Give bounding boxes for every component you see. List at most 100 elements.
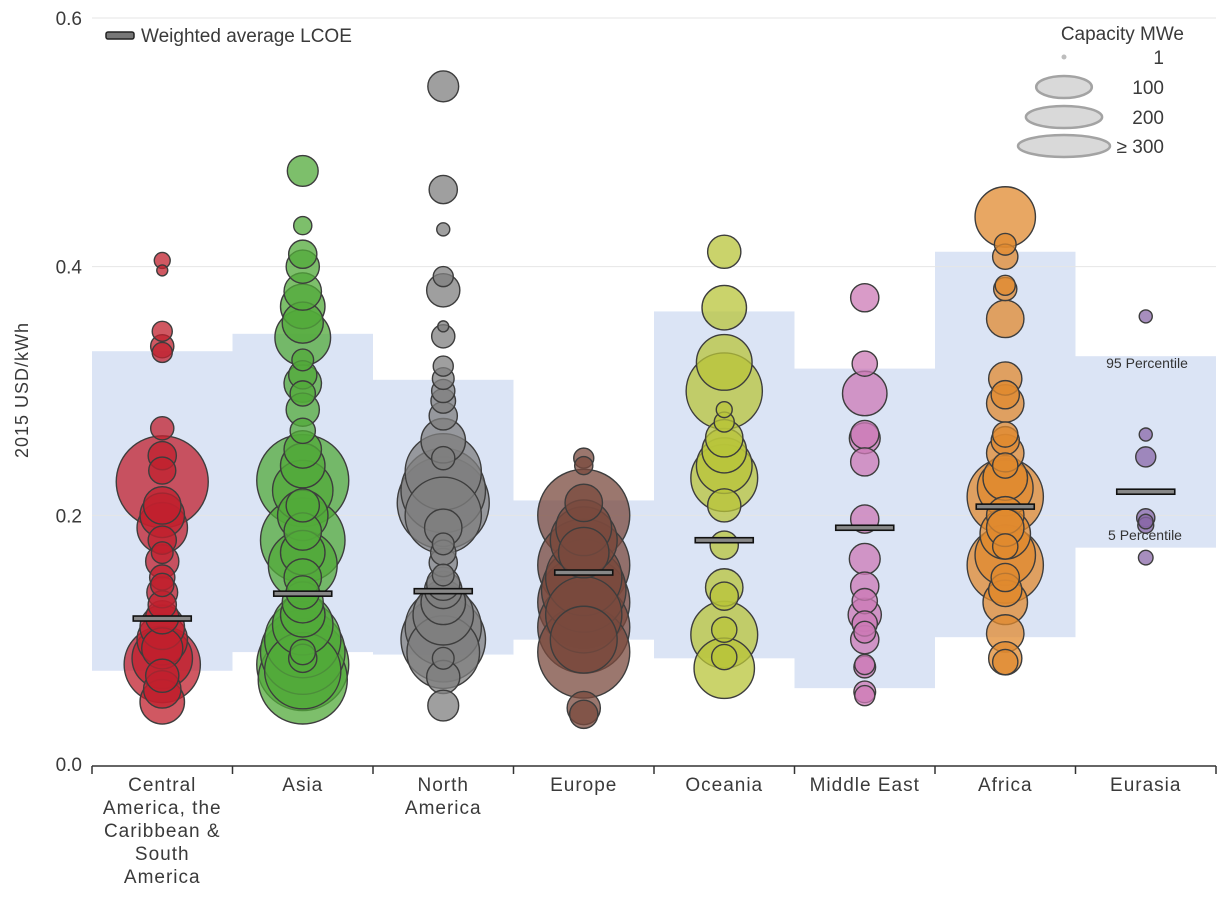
bubble-north-america xyxy=(431,563,455,587)
bubble-central-america-the-caribbean-south-america xyxy=(144,658,180,694)
bubble-eurasia xyxy=(1138,427,1153,442)
bubble-north-america xyxy=(427,70,460,103)
bubble-north-america xyxy=(436,222,451,237)
bubble-central-america-the-caribbean-south-america xyxy=(148,456,177,485)
size-legend-label: 1 xyxy=(1153,48,1164,69)
bubble-oceania xyxy=(710,643,738,671)
bubble-africa xyxy=(985,299,1025,339)
bubble-asia xyxy=(289,417,317,445)
bubble-africa xyxy=(991,648,1019,676)
weighted-average-middle-east xyxy=(834,524,895,532)
weighted-average-legend-label: Weighted average LCOE xyxy=(141,26,352,47)
bubble-north-america xyxy=(432,355,454,377)
p5-label: 5 Percentile xyxy=(1108,527,1182,543)
capacity-legend-title: Capacity MWe xyxy=(1061,24,1184,45)
bubble-eurasia xyxy=(1137,513,1154,530)
bubble-asia xyxy=(292,215,313,236)
bubble-middle-east xyxy=(853,620,877,644)
bubble-middle-east xyxy=(851,350,879,377)
y-axis-label: 2015 USD/kWh xyxy=(12,322,32,458)
bubble-middle-east xyxy=(848,542,881,575)
weighted-average-legend-swatch xyxy=(105,31,135,40)
weighted-average-north-america xyxy=(413,587,474,595)
bubble-europe xyxy=(557,526,610,579)
bubble-africa xyxy=(990,379,1021,410)
bubble-north-america xyxy=(432,265,454,288)
size-legend-bubble xyxy=(1061,54,1067,60)
x-category-label-europe: Europe xyxy=(550,775,617,796)
x-category-label-eurasia: Eurasia xyxy=(1110,775,1181,796)
bubble-africa xyxy=(991,533,1019,560)
x-category-label-central-america-the-caribbean-south-america: Caribbean & xyxy=(104,821,221,842)
bubble-north-america xyxy=(437,320,450,333)
bubble-oceania xyxy=(695,333,753,391)
x-category-label-africa: Africa xyxy=(978,775,1033,796)
weighted-average-asia xyxy=(272,590,333,597)
bubble-north-america xyxy=(428,174,459,205)
bubble-north-america xyxy=(431,532,455,556)
p95-label: 95 Percentile xyxy=(1106,355,1188,371)
bubble-middle-east xyxy=(849,419,880,450)
weighted-average-eurasia xyxy=(1115,488,1176,496)
bubble-europe xyxy=(568,699,599,730)
bubble-asia xyxy=(289,638,317,666)
bubble-europe xyxy=(549,605,618,674)
bubble-central-america-the-caribbean-south-america xyxy=(150,541,174,565)
bubble-africa xyxy=(990,562,1021,593)
x-category-label-central-america-the-caribbean-south-america: America xyxy=(124,867,201,888)
capacity-size-legend: 1 100 200 ≥ 300 xyxy=(1016,48,1164,159)
bubble-asia xyxy=(291,348,315,372)
bubble-central-america-the-caribbean-south-america xyxy=(156,264,169,277)
bubble-central-america-the-caribbean-south-america xyxy=(149,415,175,441)
bubble-oceania xyxy=(701,284,748,331)
bubble-asia xyxy=(287,239,318,270)
bubble-north-america xyxy=(427,689,460,722)
size-legend-label: ≥ 300 xyxy=(1117,137,1164,158)
bubble-eurasia xyxy=(1138,309,1153,324)
size-legend-label: 100 xyxy=(1132,78,1164,99)
weighted-average-africa xyxy=(975,503,1036,510)
bubble-central-america-the-caribbean-south-america xyxy=(149,572,175,598)
bubble-africa xyxy=(991,421,1019,448)
bubble-eurasia xyxy=(1135,446,1157,468)
bubble-africa xyxy=(994,274,1016,297)
bubble-middle-east xyxy=(851,587,879,615)
bubble-oceania xyxy=(710,616,738,644)
bubble-oceania xyxy=(709,530,740,560)
y-tick-label: 0.4 xyxy=(56,258,83,279)
bubble-central-america-the-caribbean-south-america xyxy=(142,485,182,525)
size-legend-bubble xyxy=(1016,133,1112,159)
x-category-label-central-america-the-caribbean-south-america: South xyxy=(135,844,190,865)
bubble-europe xyxy=(564,483,604,523)
bubble-middle-east xyxy=(841,370,888,417)
bubble-middle-east xyxy=(849,447,880,477)
x-category-label-middle-east: Middle East xyxy=(810,775,920,796)
x-category-label-central-america-the-caribbean-south-america: Central xyxy=(128,775,196,796)
bubble-africa xyxy=(991,452,1019,479)
bubble-oceania xyxy=(709,581,740,611)
bubble-oceania xyxy=(706,234,742,270)
bubble-middle-east xyxy=(854,653,876,676)
x-category-label-central-america-the-caribbean-south-america: America, the xyxy=(103,798,222,819)
size-legend-label: 200 xyxy=(1132,108,1164,129)
x-category-label-oceania: Oceania xyxy=(685,775,763,796)
bubble-middle-east xyxy=(849,282,880,313)
weighted-average-lines xyxy=(132,488,1176,622)
bubble-africa xyxy=(993,232,1017,256)
x-category-label-north-america: America xyxy=(405,798,482,819)
size-legend-bubble xyxy=(1034,74,1094,100)
size-legend-bubble xyxy=(1024,104,1104,130)
y-tick-label: 0.0 xyxy=(56,755,82,776)
bubble-europe xyxy=(573,455,594,476)
y-tick-label: 0.6 xyxy=(56,9,82,30)
bubble-middle-east xyxy=(854,684,876,707)
bubble-central-america-the-caribbean-south-america xyxy=(151,320,173,343)
bubble-central-america-the-caribbean-south-america xyxy=(151,341,173,364)
x-category-label-asia: Asia xyxy=(282,775,323,796)
bubble-asia xyxy=(286,154,319,188)
y-axis-ticks: 0.0 0.2 0.4 0.6 xyxy=(56,9,83,776)
bubble-north-america xyxy=(431,646,455,670)
bubble-oceania xyxy=(706,488,742,523)
bubble-eurasia xyxy=(1137,549,1154,566)
bubble-asia xyxy=(285,488,321,523)
